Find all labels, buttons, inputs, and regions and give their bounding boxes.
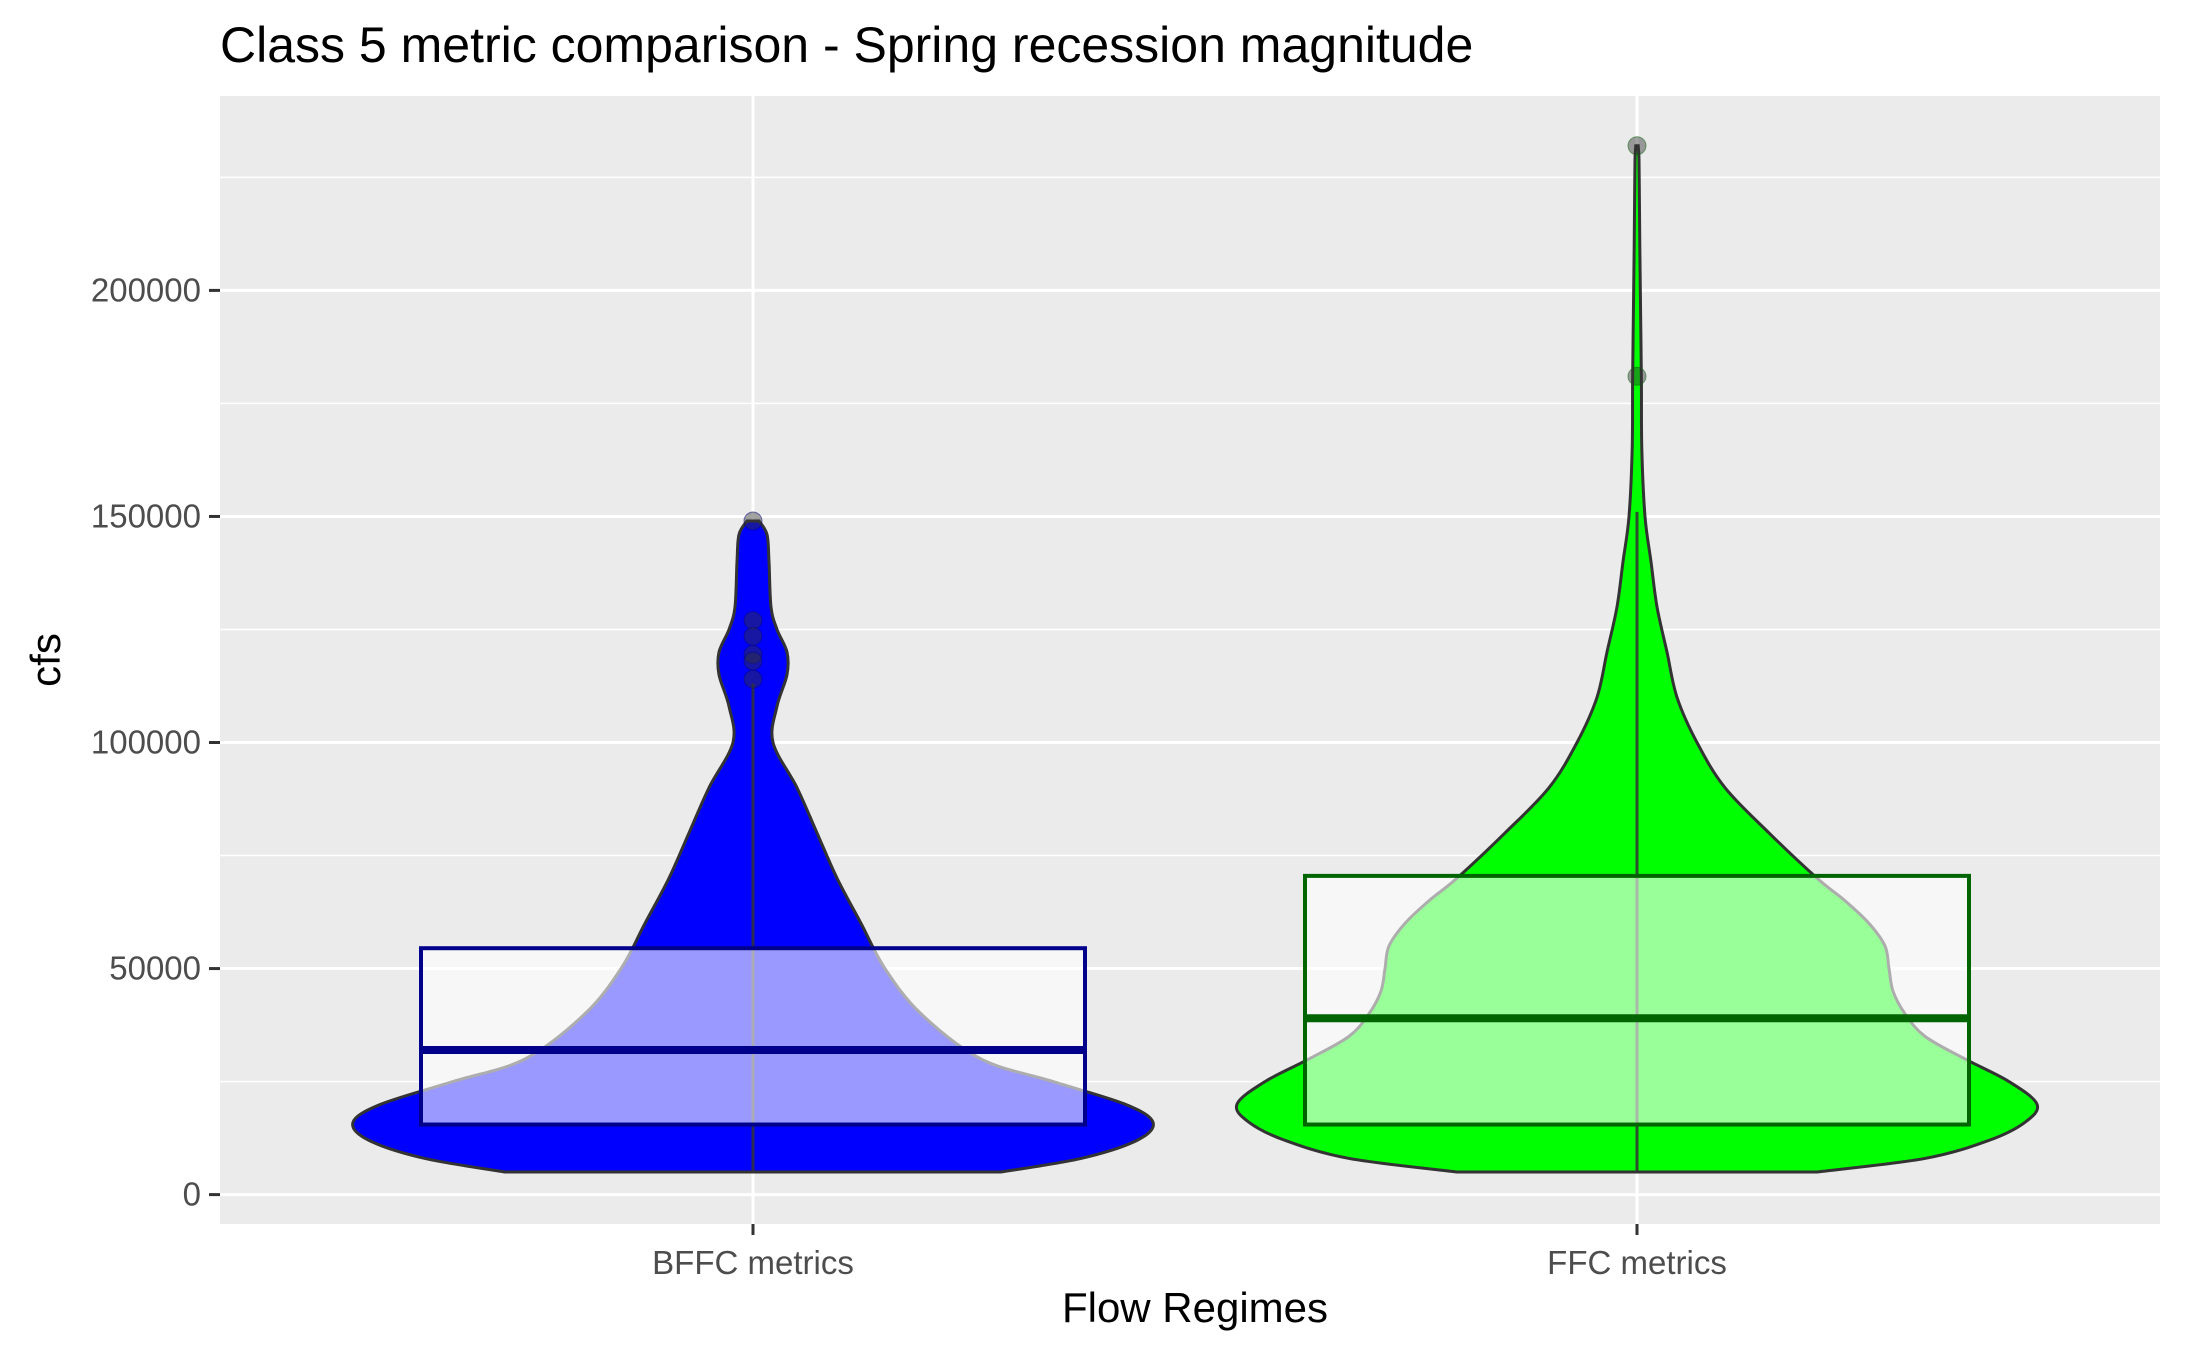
outlier-point-ffc-metrics <box>1627 366 1647 386</box>
x-tick-label: BFFC metrics <box>652 1244 854 1281</box>
outlier-point-ffc-metrics <box>1627 136 1647 156</box>
y-tick-label: 100000 <box>91 724 201 761</box>
plot-marks <box>351 136 2040 1174</box>
y-tick-label: 50000 <box>109 950 201 987</box>
y-tick-label: 200000 <box>91 271 201 308</box>
y-tick-label: 150000 <box>91 497 201 534</box>
x-tick-label: FFC metrics <box>1547 1244 1727 1281</box>
outlier-point-bffc-metrics <box>743 644 763 664</box>
chart-title: Class 5 metric comparison - Spring reces… <box>220 17 1473 73</box>
box-bffc-metrics <box>419 946 1087 1127</box>
axes: BFFC metrics FFC metrics 0 50000 100000 15000… <box>91 271 1727 1281</box>
outlier-point-bffc-metrics <box>743 651 763 671</box>
box-ffc-metrics <box>1303 873 1971 1127</box>
outlier-point-bffc-metrics <box>743 511 763 531</box>
y-tick-label: 0 <box>183 1176 201 1213</box>
outlier-point-bffc-metrics <box>743 610 763 630</box>
x-axis-title: Flow Regimes <box>1062 1284 1328 1331</box>
outlier-point-bffc-metrics <box>743 669 763 689</box>
outlier-point-bffc-metrics <box>743 626 763 646</box>
y-axis-title: cfs <box>22 633 69 687</box>
